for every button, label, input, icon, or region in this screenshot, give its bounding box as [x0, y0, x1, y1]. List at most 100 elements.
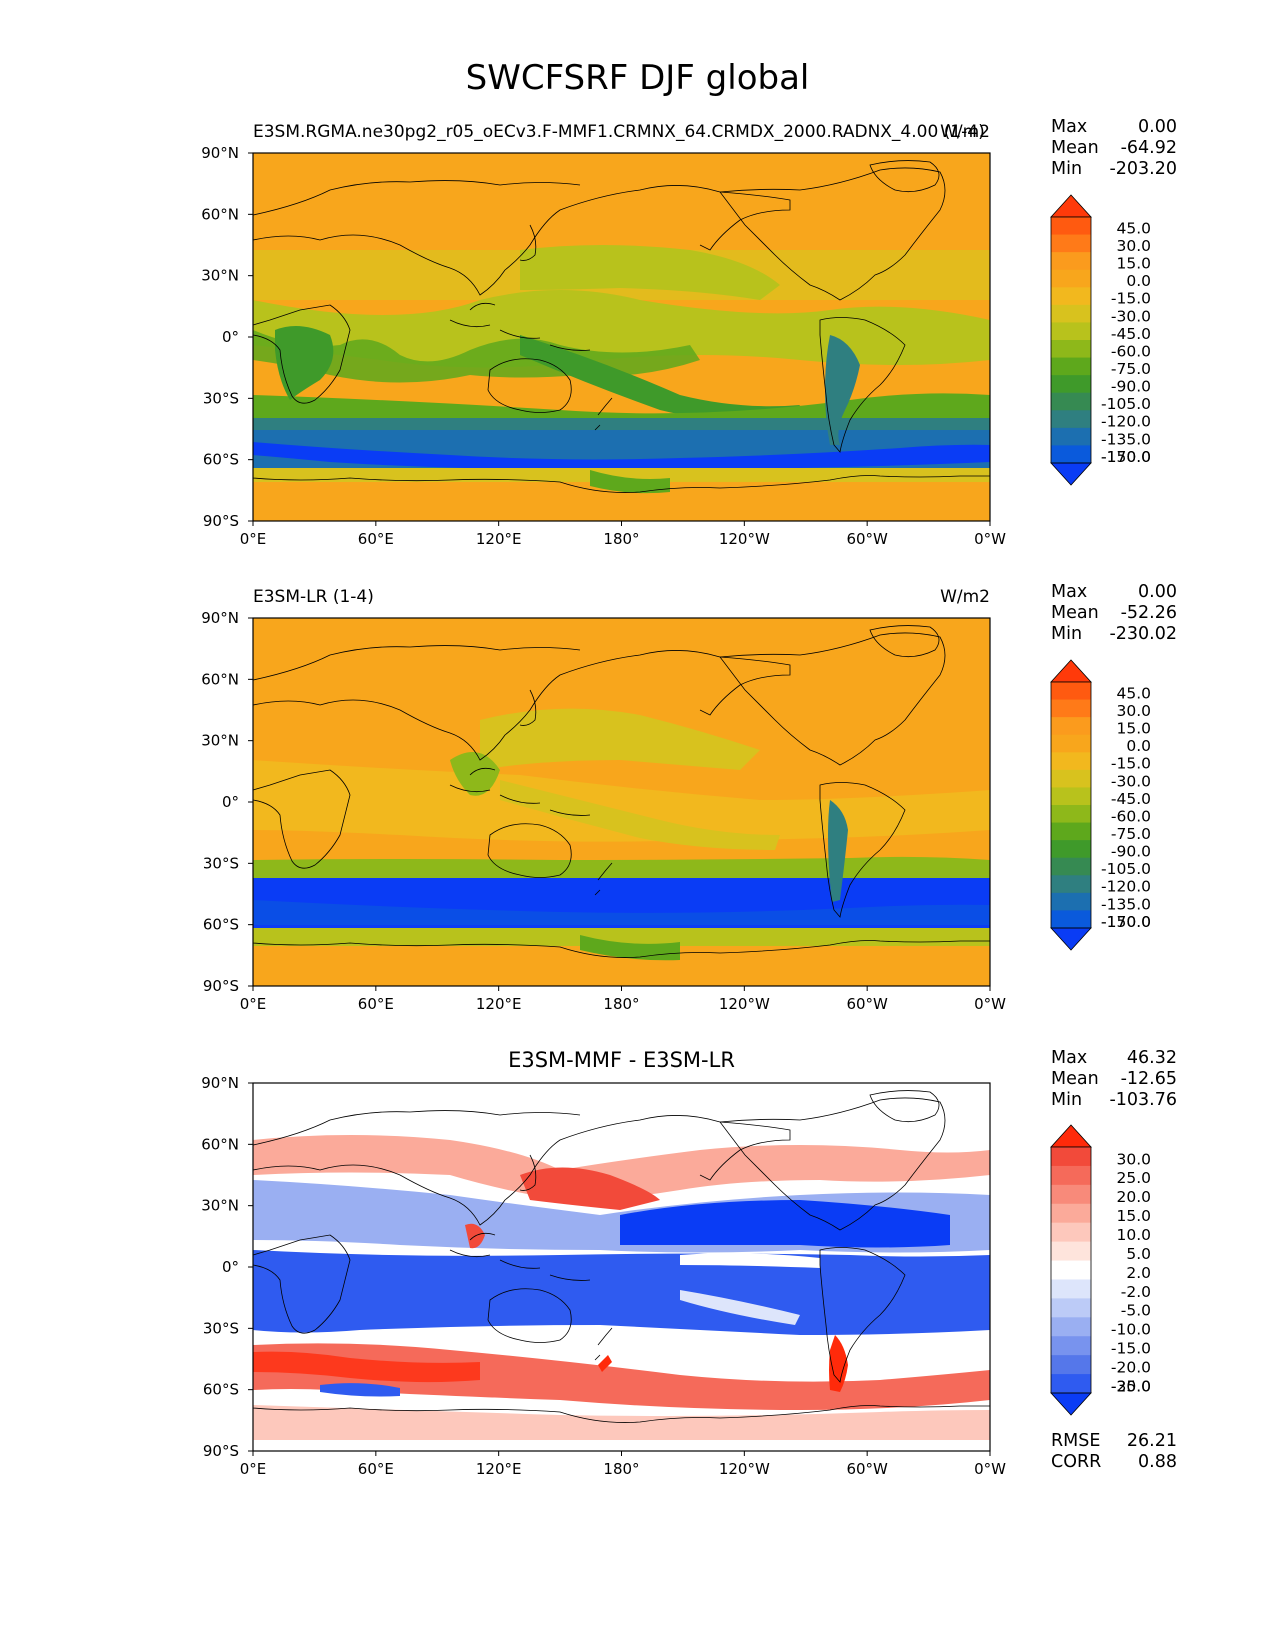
x-tick-label: 60°W	[846, 530, 888, 548]
y-tick-label: 30°N	[201, 267, 239, 285]
map-panel-3: 0°E 60°E 120°E 180° 120°W 60°W 0°W 90°N 60°N 30°…	[201, 1074, 1151, 1478]
colorbar-tick-label: -15.0	[1111, 290, 1151, 308]
colorbar-tick-label: -20.0	[1111, 1358, 1151, 1376]
colorbar-tick-label: -45.0	[1111, 790, 1151, 808]
stat-mean-label: Mean	[1051, 603, 1099, 623]
field-south-atlantic-green	[253, 856, 990, 880]
panel-3-stats: Max 46.32 Mean -12.65 Min -103.76	[1051, 1048, 1177, 1111]
field-southern-red-core	[253, 1351, 480, 1383]
colorbar-tick-label: -45.0	[1111, 325, 1151, 343]
colorbar-segment	[1051, 269, 1091, 288]
stat-max-label: Max	[1051, 1048, 1088, 1068]
stat-max-value: 0.00	[1138, 582, 1177, 602]
colorbar-segment	[1051, 910, 1091, 929]
colorbar-segment	[1051, 357, 1091, 376]
colorbar-tick-label: 15.0	[1116, 720, 1151, 738]
colorbar-segment	[1051, 892, 1091, 911]
y-tick-label: 0°	[222, 793, 239, 811]
colorbar-tick-label: 0.0	[1126, 737, 1151, 755]
colorbar-segment	[1051, 857, 1091, 876]
field-southern-green	[253, 393, 990, 420]
panel-1-title-left: E3SM.RGMA.ne30pg2_r05_oECv3.F-MMF1.CRMNX…	[253, 122, 985, 142]
y-tick-label: 90°N	[201, 609, 239, 627]
x-tick-label: 0°E	[240, 530, 267, 548]
field-spcz	[500, 780, 780, 850]
colorbar-segment	[1051, 322, 1091, 341]
colorbar-tick-label: -150.0	[1101, 448, 1151, 466]
coastline-eurasia	[253, 650, 791, 761]
stat-min-label: Min	[1051, 1090, 1083, 1110]
colorbar-outline	[1050, 681, 1092, 929]
coastline-australia	[487, 823, 572, 878]
x-tick-label: 60°W	[846, 1460, 888, 1478]
field-antarctic-edge	[253, 928, 990, 946]
colorbar-segment	[1051, 427, 1091, 446]
y-tick-label: 90°S	[203, 1442, 239, 1460]
colorbar-tick-label: 20.0	[1116, 1188, 1151, 1206]
stat-rmse-label: RMSE	[1051, 1431, 1101, 1451]
panel-1-title-right: W/m2	[940, 122, 990, 142]
colorbar-segment	[1051, 217, 1091, 236]
colorbar-segment	[1051, 1317, 1091, 1337]
colorbar-segment	[1051, 769, 1091, 788]
x-tick-label: 0°E	[240, 1460, 267, 1478]
stat-corr-value: 0.88	[1138, 1452, 1177, 1472]
colorbar-tick-label: -120.0	[1101, 878, 1151, 896]
y-tick-label: 60°N	[201, 670, 239, 688]
coastline-africa	[253, 1234, 351, 1334]
colorbar-tick-label: 45.0	[1116, 684, 1151, 702]
stat-min-value: -103.76	[1109, 1090, 1177, 1110]
coastline-arctic	[253, 645, 581, 681]
figure-title: SWCFSRF DJF global	[465, 58, 810, 98]
stat-mean-value: -12.65	[1120, 1069, 1177, 1089]
colorbar-segment	[1051, 1184, 1091, 1205]
colorbar-tick-label: 30.0	[1116, 1150, 1151, 1168]
stat-min-value: -203.20	[1109, 159, 1177, 179]
colorbar-tick-label: -30.0	[1111, 772, 1151, 790]
colorbar-segment	[1051, 375, 1091, 394]
y-tick-label: 90°N	[201, 1074, 239, 1092]
colorbar-tick-label: -150.0	[1101, 913, 1151, 931]
x-tick-label: 120°W	[719, 530, 770, 548]
field-spcz-white	[680, 1290, 800, 1325]
colorbar-outline	[1050, 1146, 1092, 1394]
colorbar-segment	[1051, 445, 1091, 464]
y-tick-label: 60°S	[203, 451, 239, 469]
colorbar-tick-label: -2.0	[1121, 1283, 1151, 1301]
y-tick-label: 30°S	[203, 854, 239, 872]
y-tick-label: 30°S	[203, 389, 239, 407]
colorbar-segment	[1051, 752, 1091, 771]
y-tick-label: 60°S	[203, 1381, 239, 1399]
colorbar-tick-label: -90.0	[1111, 843, 1151, 861]
colorbar-extend-max	[1050, 194, 1092, 218]
colorbar-tick-label: -75.0	[1111, 360, 1151, 378]
stat-max-value: 46.32	[1126, 1048, 1177, 1068]
colorbar-extend-min	[1050, 927, 1092, 951]
panel-1-stats: Max 0.00 Mean -64.92 Min -203.20	[1051, 117, 1177, 180]
colorbar-tick-label: 45.0	[1116, 219, 1151, 237]
colorbar-tick-label: -5.0	[1121, 1302, 1151, 1320]
colorbar-segment	[1051, 252, 1091, 271]
field-southern-blue-patch	[320, 1383, 400, 1397]
panel-2-title-left: E3SM-LR (1-4)	[253, 587, 374, 607]
x-tick-label: 120°W	[719, 995, 770, 1013]
colorbar: 45.030.015.00.0-15.0-30.0-45.0-60.0-75.0…	[1050, 194, 1151, 486]
coastline-maritime-continent	[449, 1232, 591, 1281]
field-northern-midlat-band	[480, 708, 760, 770]
field-tropical-band	[253, 760, 990, 842]
colorbar-tick-label: -170.0	[1101, 448, 1151, 466]
coastlines	[253, 625, 990, 958]
field-ross-sea-green	[590, 470, 670, 494]
colorbar-segment	[1051, 304, 1091, 323]
panel-2-title-right: W/m2	[940, 587, 990, 607]
colorbar-segment	[1051, 287, 1091, 306]
field-nz-red	[598, 1355, 612, 1372]
coastline-maritime-continent	[449, 302, 591, 351]
stat-max-label: Max	[1051, 582, 1088, 602]
x-tick-label: 60°E	[358, 995, 394, 1013]
coastline-antarctica	[253, 1405, 990, 1423]
y-tick-label: 30°N	[201, 1197, 239, 1215]
colorbar-segment	[1051, 340, 1091, 359]
colorbar-segment	[1051, 1165, 1091, 1186]
colorbar-segment	[1051, 1222, 1091, 1243]
